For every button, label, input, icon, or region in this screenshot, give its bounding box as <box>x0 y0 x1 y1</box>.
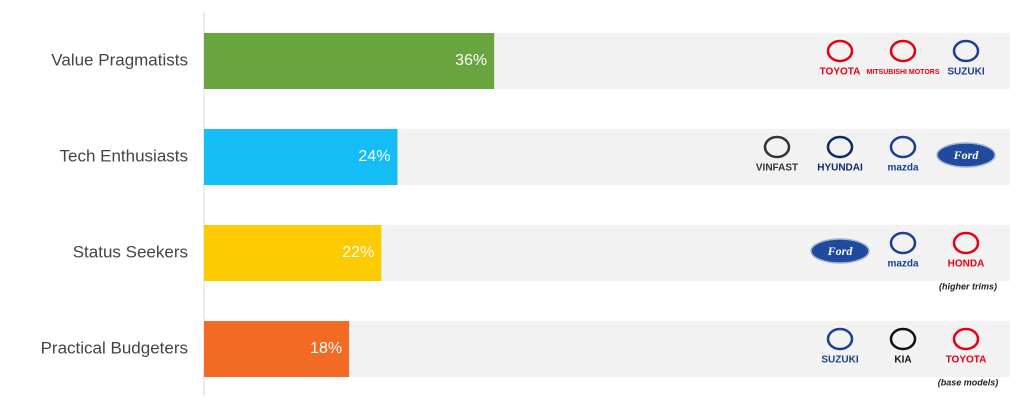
value-label: 36% <box>455 52 487 69</box>
brand-name: TOYOTA <box>820 67 861 78</box>
category-label: Status Seekers <box>73 242 188 261</box>
bar <box>204 225 382 281</box>
brand-emblem <box>810 238 870 264</box>
brand-note: (base models) <box>938 377 999 387</box>
brand-name: SUZUKI <box>821 355 858 366</box>
brand-emblem <box>826 135 854 159</box>
brand-emblem <box>826 39 854 63</box>
brand-emblem <box>889 135 917 159</box>
bar <box>204 321 350 377</box>
brand-emblem <box>763 135 791 159</box>
brand-emblem <box>889 39 917 63</box>
value-label: 22% <box>342 244 374 261</box>
brand-name: TOYOTA <box>946 355 987 366</box>
bar <box>204 33 495 89</box>
brand-emblem <box>889 231 917 255</box>
brand-name: VINFAST <box>756 163 798 174</box>
brand-name: HYUNDAI <box>817 163 863 174</box>
brand-emblem <box>936 142 996 168</box>
category-label: Tech Enthusiasts <box>59 146 188 165</box>
value-label: 24% <box>358 148 390 165</box>
brand-name: HONDA <box>948 259 985 270</box>
value-label: 18% <box>310 340 342 357</box>
brand-name: mazda <box>887 163 919 174</box>
brand-name: mazda <box>887 259 919 270</box>
brand-name: MITSUBISHI MOTORS <box>867 69 940 76</box>
brand-emblem <box>889 327 917 351</box>
brand-emblem <box>952 327 980 351</box>
category-label: Practical Budgeters <box>41 338 188 357</box>
brand-name: SUZUKI <box>947 67 984 78</box>
bar <box>204 129 398 185</box>
brand-name: Ford <box>827 244 854 258</box>
brand-note: (higher trims) <box>939 281 997 291</box>
brand-emblem <box>952 231 980 255</box>
brand-emblem <box>952 39 980 63</box>
brand-name: Ford <box>953 148 980 162</box>
brand-emblem <box>826 327 854 351</box>
brand-name: KIA <box>894 355 911 366</box>
category-label: Value Pragmatists <box>51 50 188 69</box>
